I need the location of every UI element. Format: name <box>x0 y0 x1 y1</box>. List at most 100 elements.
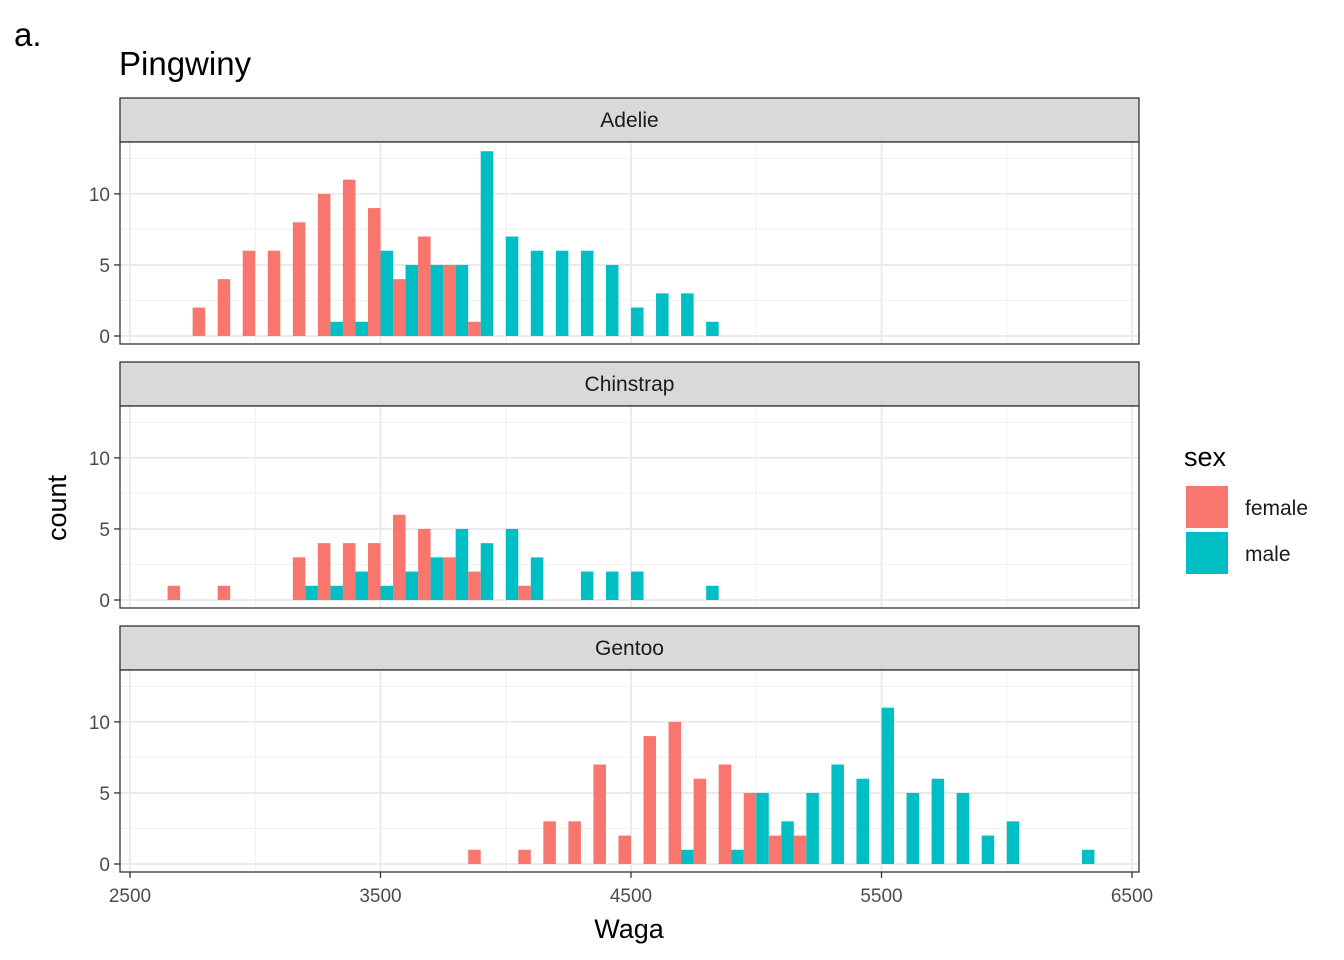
x-tick-label: 4500 <box>610 886 652 907</box>
bar-female-4100 <box>518 849 531 864</box>
bar-female-4500 <box>618 835 631 864</box>
bar-male-3400 <box>355 571 368 600</box>
bar-female-3400 <box>342 543 356 600</box>
facet-strip <box>119 97 1140 143</box>
bar-female-3200 <box>292 222 306 336</box>
bar-male-3200 <box>305 585 318 600</box>
bar-male-3700 <box>430 557 444 600</box>
bar-female-5200 <box>793 835 807 864</box>
bar-male-4500 <box>631 571 644 600</box>
y-tick-label: 10 <box>89 713 110 734</box>
bar-female-4800 <box>693 778 707 864</box>
bar-male-3500 <box>380 585 394 600</box>
legend-key-male <box>1186 532 1228 574</box>
bar-male-4000 <box>505 528 519 600</box>
bar-male-3600 <box>405 571 419 600</box>
y-tick-label: 10 <box>89 449 110 470</box>
x-tick-label: 3500 <box>359 886 401 907</box>
bar-male-3300 <box>330 585 343 600</box>
bar-male-4200 <box>555 250 569 336</box>
bar-female-2800 <box>192 307 206 336</box>
bar-female-4400 <box>593 764 606 864</box>
bar-male-5900 <box>981 835 995 864</box>
facet-strip-label: Adelie <box>600 109 658 132</box>
bar-female-2900 <box>217 279 231 336</box>
minor-gridlines <box>120 142 1139 344</box>
bars <box>468 707 1095 864</box>
bar-male-5300 <box>831 764 844 864</box>
bar-female-2700 <box>167 585 181 600</box>
bar-female-3800 <box>443 264 456 336</box>
bar-male-5000 <box>756 792 769 864</box>
bar-female-3700 <box>418 528 431 600</box>
bar-male-4000 <box>505 236 519 336</box>
y-axis-title: count <box>42 474 72 541</box>
bar-male-5800 <box>956 792 970 864</box>
y-axis-gentoo: 0 5 10 <box>89 713 120 876</box>
bar-female-3500 <box>367 208 381 336</box>
bar-male-5400 <box>856 778 869 864</box>
bar-male-3300 <box>330 321 343 336</box>
figure-tag: a. <box>14 16 42 53</box>
bar-female-3100 <box>267 250 281 336</box>
y-tick-label: 0 <box>99 855 110 876</box>
legend-key-female <box>1186 486 1228 528</box>
bars <box>192 151 719 336</box>
bar-female-4700 <box>668 721 682 864</box>
legend-label-male: male <box>1245 543 1291 566</box>
facet-panels: Adelie 0 5 10 Chinstrap 0 5 10 Gentoo 0 5 10 <box>89 97 1140 876</box>
y-tick-label: 5 <box>99 256 110 277</box>
bar-female-4600 <box>643 736 657 864</box>
panel-border <box>119 141 1140 345</box>
plot-title: Pingwiny <box>119 45 252 82</box>
bar-male-4800 <box>706 585 719 600</box>
bar-male-5200 <box>806 792 819 864</box>
bar-female-2900 <box>217 585 231 600</box>
facet-panel-adelie: Adelie 0 5 10 <box>89 97 1140 348</box>
bar-male-3800 <box>455 264 469 336</box>
bar-male-3600 <box>405 264 419 336</box>
bar-male-3800 <box>455 528 469 600</box>
y-axis-chinstrap: 0 5 10 <box>89 449 120 612</box>
bar-female-4200 <box>543 821 556 864</box>
facet-strip <box>119 625 1140 671</box>
panel-border <box>119 405 1140 609</box>
x-tick-label: 2500 <box>109 886 151 907</box>
bar-male-6000 <box>1006 821 1020 864</box>
bar-female-3300 <box>317 193 331 336</box>
bar-male-4800 <box>706 321 719 336</box>
panel-background <box>120 406 1139 608</box>
bar-male-4400 <box>605 264 619 336</box>
bar-female-5100 <box>768 835 782 864</box>
bar-male-6300 <box>1081 849 1095 864</box>
facet-panel-chinstrap: Chinstrap 0 5 10 <box>89 361 1140 612</box>
bar-male-3900 <box>480 543 494 600</box>
bar-female-4300 <box>568 821 581 864</box>
bar-male-4300 <box>580 571 594 600</box>
bar-female-3900 <box>468 849 481 864</box>
facet-panel-gentoo: Gentoo 0 5 10 <box>89 625 1140 876</box>
bar-male-5500 <box>881 707 895 864</box>
bar-male-4500 <box>631 307 644 336</box>
minor-gridlines <box>120 406 1139 608</box>
facet-strip-label: Gentoo <box>595 637 664 660</box>
x-tick-label: 5500 <box>860 886 902 907</box>
x-axis-title: Waga <box>594 914 665 944</box>
y-tick-label: 5 <box>99 784 110 805</box>
bar-male-3400 <box>355 321 368 336</box>
bar-male-3500 <box>380 250 394 336</box>
facet-strip-label: Chinstrap <box>585 373 675 396</box>
major-gridlines <box>120 142 1139 344</box>
bar-female-3600 <box>393 279 406 336</box>
bar-female-3900 <box>468 321 481 336</box>
bar-female-3400 <box>342 179 356 336</box>
y-tick-label: 5 <box>99 520 110 541</box>
bar-male-5600 <box>906 792 920 864</box>
legend-label-female: female <box>1245 497 1308 520</box>
bar-female-4900 <box>718 764 732 864</box>
bar-female-3300 <box>317 543 331 600</box>
bar-male-5100 <box>781 821 794 864</box>
x-tick-label: 6500 <box>1111 886 1153 907</box>
bar-female-3900 <box>468 571 481 600</box>
